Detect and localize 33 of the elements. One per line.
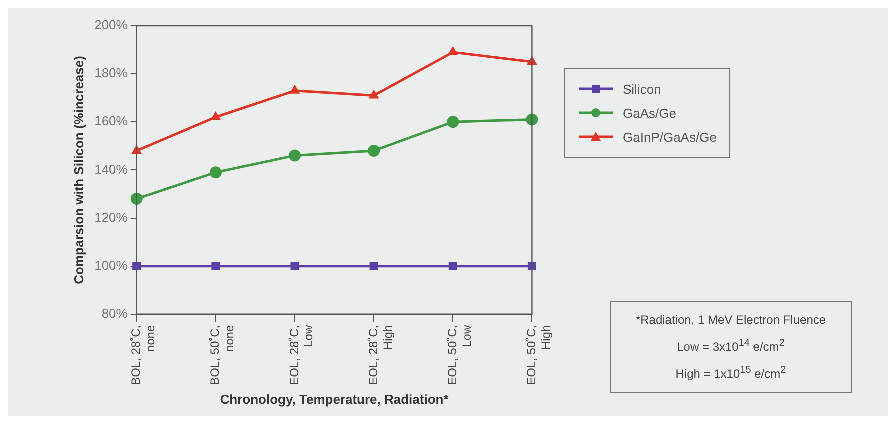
y-tick-label: 160% (94, 114, 128, 129)
y-tick-label: 140% (94, 162, 128, 177)
point (370, 262, 378, 271)
legend-label: Silicon (622, 80, 662, 98)
y-tick-label: 120% (94, 210, 128, 225)
y-tick-label: 180% (94, 66, 128, 81)
x-tick-label: BOL, 28˚C, none (129, 325, 158, 386)
y-tick-label: 200% (94, 18, 128, 33)
point (448, 46, 458, 56)
point (290, 262, 300, 271)
x-tick-label: EOL, 50˚C, Low (445, 325, 474, 386)
point (288, 150, 301, 162)
point (447, 116, 460, 128)
x-axis-title: Chronology, Temperature, Radiation* (220, 392, 450, 407)
text: *Radiation, 1 MeV Electron Fluence (634, 312, 828, 329)
x-tick-label: EOL, 28˚C, Low (287, 325, 316, 386)
legend-label: GaInP/GaAs/Ge (622, 128, 717, 146)
point (448, 262, 458, 271)
text: High = 1x10$^{15}$ e/cm$^{2}$ (674, 364, 788, 383)
x-tick-label: EOL, 50˚C, High (524, 325, 553, 386)
x-tick-label: BOL, 50˚C, none (208, 325, 237, 386)
point (368, 90, 380, 99)
point (210, 111, 222, 120)
point (368, 144, 380, 157)
y-axis-title: Comparsion with Silicon (%increase) (71, 56, 86, 284)
point (212, 262, 220, 271)
x-tick-label: EOL, 28˚C, High (366, 325, 395, 386)
point (210, 166, 222, 179)
y-tick-label: 80% (102, 306, 128, 321)
y-tick-label: 100% (94, 258, 128, 273)
point (290, 84, 300, 94)
legend-label: GaAs/Ge (622, 104, 678, 122)
text: Low = 3x10$^{14}$ e/cm$^{2}$ (676, 337, 786, 356)
